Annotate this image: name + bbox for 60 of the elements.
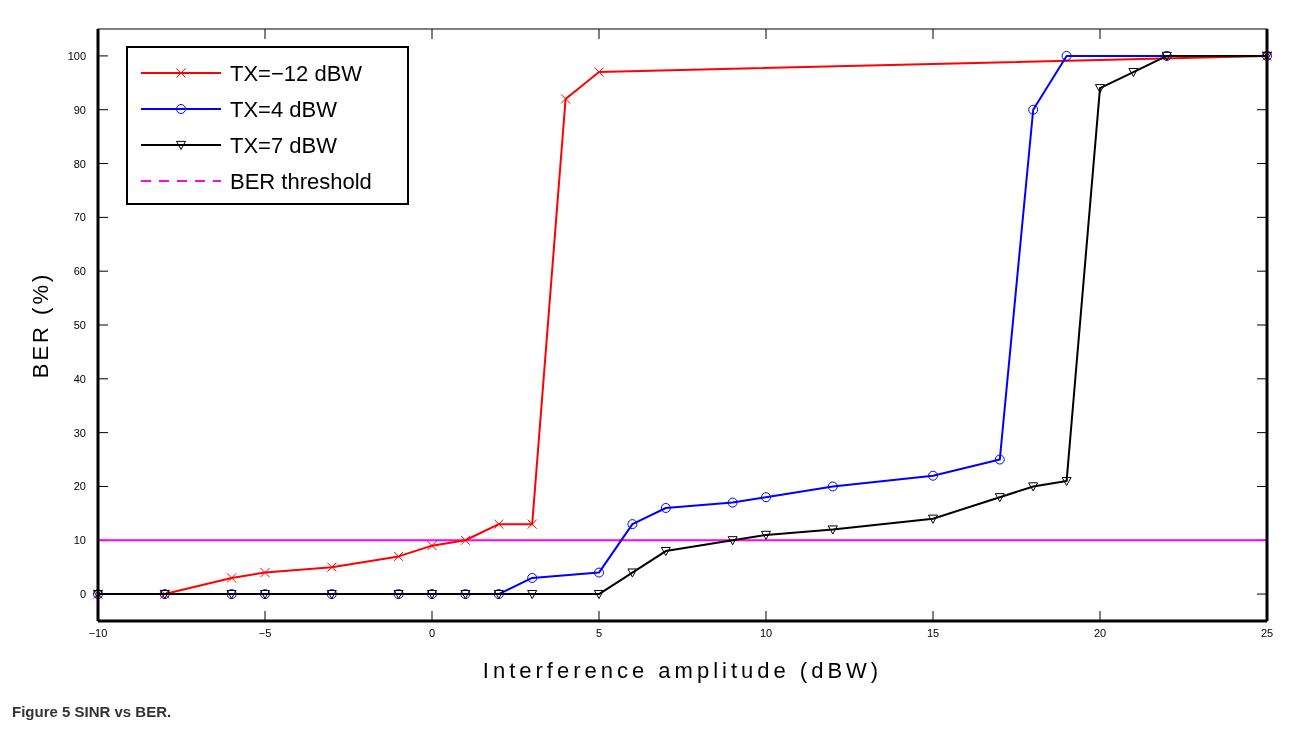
point — [393, 551, 404, 562]
point — [260, 567, 270, 578]
caption: Figure 5 SINR vs BER. — [12, 703, 172, 720]
point — [727, 497, 738, 508]
legend-label: TX=7 dBW — [230, 133, 338, 158]
y-tick-label: 30 — [73, 426, 86, 439]
legend-label: TX=−12 dBW — [230, 61, 363, 86]
legend-label: TX=4 dBW — [230, 97, 338, 122]
point — [660, 502, 671, 513]
point — [761, 530, 771, 540]
y-tick-label: 20 — [73, 480, 86, 493]
point — [994, 493, 1005, 503]
point — [594, 67, 604, 78]
point — [560, 93, 571, 104]
x-tick-label: 25 — [1260, 627, 1274, 639]
point — [1061, 476, 1072, 487]
x-tick-label: −10 — [88, 627, 108, 639]
point — [761, 492, 771, 503]
x-tick-label: 15 — [926, 627, 940, 639]
legend-label: BER threshold — [230, 169, 372, 194]
point — [460, 535, 471, 546]
point — [627, 568, 638, 578]
point — [427, 540, 437, 551]
point — [928, 514, 938, 524]
point — [827, 525, 838, 535]
point — [1028, 482, 1039, 492]
point — [627, 519, 638, 530]
y-tick-label: 0 — [79, 588, 86, 601]
x-tick-label: 5 — [595, 627, 603, 639]
y-tick-label: 100 — [67, 49, 86, 62]
y-tick-label: 90 — [73, 103, 86, 116]
point — [1061, 50, 1072, 61]
point — [1095, 84, 1105, 94]
x-tick-label: −5 — [258, 627, 272, 639]
point — [527, 519, 538, 530]
y-tick-label: 40 — [73, 372, 86, 385]
y-tick-label: 70 — [73, 211, 86, 224]
y-tick-label: 50 — [73, 319, 86, 331]
point — [1128, 67, 1139, 78]
point — [660, 546, 671, 557]
point — [527, 589, 538, 600]
point — [928, 470, 938, 481]
x-tick-label: 20 — [1093, 627, 1107, 639]
point — [1028, 104, 1039, 115]
point — [727, 536, 738, 546]
y-tick-label: 10 — [73, 534, 86, 547]
x-tick-label: 0 — [428, 627, 436, 639]
y-tick-label: 60 — [73, 265, 86, 278]
point — [594, 567, 604, 578]
point — [326, 562, 337, 573]
point — [493, 519, 504, 530]
x-axis-title: Interference amplitude (dBW) — [482, 658, 883, 683]
x-tick-label: 10 — [759, 627, 773, 639]
point — [827, 481, 838, 492]
point — [994, 454, 1005, 465]
point — [226, 572, 237, 583]
y-axis-title: BER (%) — [28, 271, 53, 379]
y-tick-label: 80 — [73, 157, 86, 170]
point — [527, 572, 538, 583]
point — [594, 589, 604, 600]
